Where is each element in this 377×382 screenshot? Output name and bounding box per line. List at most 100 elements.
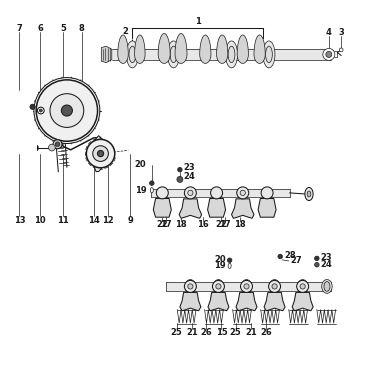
Text: 26: 26: [261, 328, 272, 337]
Circle shape: [93, 146, 108, 162]
Text: 11: 11: [57, 216, 69, 225]
Circle shape: [184, 187, 196, 199]
Ellipse shape: [297, 280, 308, 293]
Polygon shape: [179, 199, 202, 219]
Ellipse shape: [126, 41, 138, 68]
Text: 20: 20: [214, 255, 226, 264]
Circle shape: [86, 139, 115, 168]
Text: 6: 6: [37, 24, 43, 33]
Text: 1: 1: [195, 17, 201, 26]
Ellipse shape: [228, 263, 231, 269]
Polygon shape: [153, 199, 171, 217]
Circle shape: [30, 104, 35, 109]
Circle shape: [188, 190, 193, 196]
Circle shape: [300, 284, 305, 289]
Ellipse shape: [263, 41, 275, 68]
Text: 17: 17: [219, 220, 231, 229]
Circle shape: [211, 187, 222, 199]
Circle shape: [97, 151, 104, 157]
Text: 23: 23: [184, 163, 195, 172]
Text: 18: 18: [234, 220, 246, 229]
Text: 17: 17: [160, 220, 172, 229]
Text: 4: 4: [326, 28, 332, 37]
Text: 22: 22: [156, 220, 168, 229]
Text: 10: 10: [34, 216, 46, 225]
Circle shape: [315, 256, 319, 261]
Ellipse shape: [269, 280, 280, 293]
Circle shape: [315, 262, 319, 267]
Circle shape: [261, 187, 273, 199]
Text: 28: 28: [284, 251, 296, 260]
Ellipse shape: [324, 282, 330, 291]
Circle shape: [272, 284, 277, 289]
Circle shape: [61, 105, 72, 116]
Circle shape: [36, 80, 98, 141]
Text: 21: 21: [186, 328, 198, 337]
Circle shape: [53, 140, 62, 149]
Polygon shape: [175, 34, 187, 63]
Text: 19: 19: [214, 261, 226, 270]
Text: 25: 25: [171, 328, 182, 337]
Text: 19: 19: [135, 186, 146, 195]
Circle shape: [34, 78, 100, 144]
Circle shape: [268, 280, 280, 292]
Text: 24: 24: [320, 260, 333, 269]
Ellipse shape: [228, 46, 235, 63]
Ellipse shape: [185, 280, 196, 293]
Text: 7: 7: [17, 24, 22, 33]
Text: 24: 24: [184, 172, 195, 181]
Text: 16: 16: [197, 220, 208, 229]
Polygon shape: [101, 46, 112, 63]
Ellipse shape: [322, 280, 332, 293]
Ellipse shape: [187, 282, 193, 291]
Circle shape: [156, 187, 168, 199]
Ellipse shape: [213, 280, 224, 293]
Ellipse shape: [225, 41, 238, 68]
Circle shape: [216, 284, 221, 289]
Text: 20: 20: [135, 160, 146, 169]
Ellipse shape: [241, 280, 252, 293]
Ellipse shape: [150, 188, 153, 193]
Circle shape: [178, 167, 182, 172]
Circle shape: [177, 176, 183, 182]
Text: 13: 13: [14, 216, 25, 225]
Circle shape: [49, 144, 55, 151]
Polygon shape: [237, 35, 248, 63]
Ellipse shape: [170, 46, 177, 63]
Circle shape: [213, 280, 224, 292]
Circle shape: [237, 187, 249, 199]
Polygon shape: [292, 292, 313, 311]
FancyBboxPatch shape: [166, 282, 331, 291]
Text: 2: 2: [123, 28, 129, 36]
Circle shape: [50, 94, 84, 128]
Circle shape: [150, 181, 154, 185]
Text: 18: 18: [175, 220, 187, 229]
Ellipse shape: [307, 191, 311, 197]
Ellipse shape: [244, 282, 250, 291]
Circle shape: [339, 48, 343, 52]
Text: 23: 23: [320, 253, 332, 262]
FancyBboxPatch shape: [112, 49, 331, 60]
Polygon shape: [231, 199, 254, 219]
Polygon shape: [118, 35, 128, 63]
Text: 26: 26: [201, 328, 212, 337]
Polygon shape: [208, 292, 229, 311]
Circle shape: [278, 254, 282, 259]
Circle shape: [184, 280, 196, 292]
Text: 9: 9: [128, 216, 133, 225]
Ellipse shape: [129, 46, 136, 63]
Text: 22: 22: [216, 220, 227, 229]
Polygon shape: [216, 35, 228, 63]
Circle shape: [55, 142, 60, 146]
Text: 14: 14: [88, 216, 100, 225]
Polygon shape: [135, 35, 145, 63]
Text: 25: 25: [230, 328, 242, 337]
FancyBboxPatch shape: [151, 189, 290, 197]
Ellipse shape: [167, 41, 179, 68]
Text: 12: 12: [102, 216, 114, 225]
Polygon shape: [180, 292, 201, 311]
Ellipse shape: [215, 282, 221, 291]
Circle shape: [244, 284, 249, 289]
Polygon shape: [200, 35, 211, 63]
Polygon shape: [254, 35, 265, 63]
